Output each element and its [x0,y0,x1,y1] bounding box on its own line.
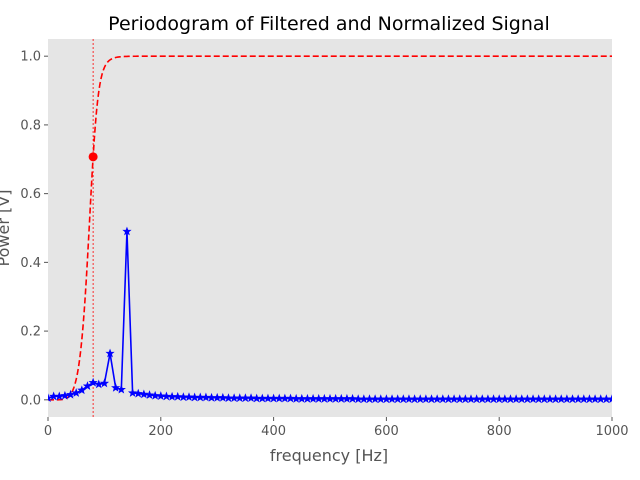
y-tick-label: 0.4 [20,256,41,271]
y-tick-label: 1.0 [20,50,41,65]
periodogram-point [48,393,53,403]
x-tick-label: 1000 [595,424,628,439]
periodogram-point [77,385,87,395]
periodogram-point [184,392,194,402]
periodogram-point [105,348,115,358]
periodogram-point [150,390,160,400]
periodogram-point [347,393,358,403]
periodogram-point [88,377,98,387]
chart-title: Periodogram of Filtered and Normalized S… [108,13,550,35]
x-tick-label: 800 [487,424,512,439]
periodogram-point [139,389,149,399]
x-tick-label: 200 [148,424,173,439]
plot-marks [48,39,612,417]
periodogram-point [133,388,143,398]
y-axis-ticks: 0.0 0.2 0.4 0.6 0.8 1.0 [20,50,48,408]
x-tick-label: 0 [44,424,52,439]
x-axis-label: frequency [Hz] [270,446,388,465]
periodogram-point [127,388,138,397]
periodogram-point [161,391,172,401]
y-tick-label: 0.2 [20,325,41,340]
periodogram-point [246,393,256,403]
periodogram-point [122,226,132,236]
periodogram-point [201,392,211,402]
periodogram-point [218,392,228,402]
y-tick-label: 0.0 [20,393,41,408]
periodogram-point [116,384,126,394]
periodogram-point [173,391,183,401]
periodogram-point [144,390,155,399]
periodogram-point [607,394,612,404]
periodogram-point [65,389,76,399]
y-axis-label: Power [V] [0,190,13,267]
x-axis-ticks: 0 200 400 600 800 1000 [44,417,629,439]
periodogram-point [99,378,110,388]
plot-area [48,39,612,417]
periodogram-point [82,381,93,391]
y-tick-label: 0.8 [20,118,41,133]
cutoff-point [88,152,98,162]
periodogram-point [285,393,296,403]
x-tick-label: 600 [374,424,399,439]
periodogram-point [156,391,166,400]
periodogram-point [71,388,81,397]
periodogram-point [111,382,121,392]
x-tick-label: 400 [261,424,286,439]
filter-response-line [48,55,612,401]
y-tick-label: 0.6 [20,187,41,202]
